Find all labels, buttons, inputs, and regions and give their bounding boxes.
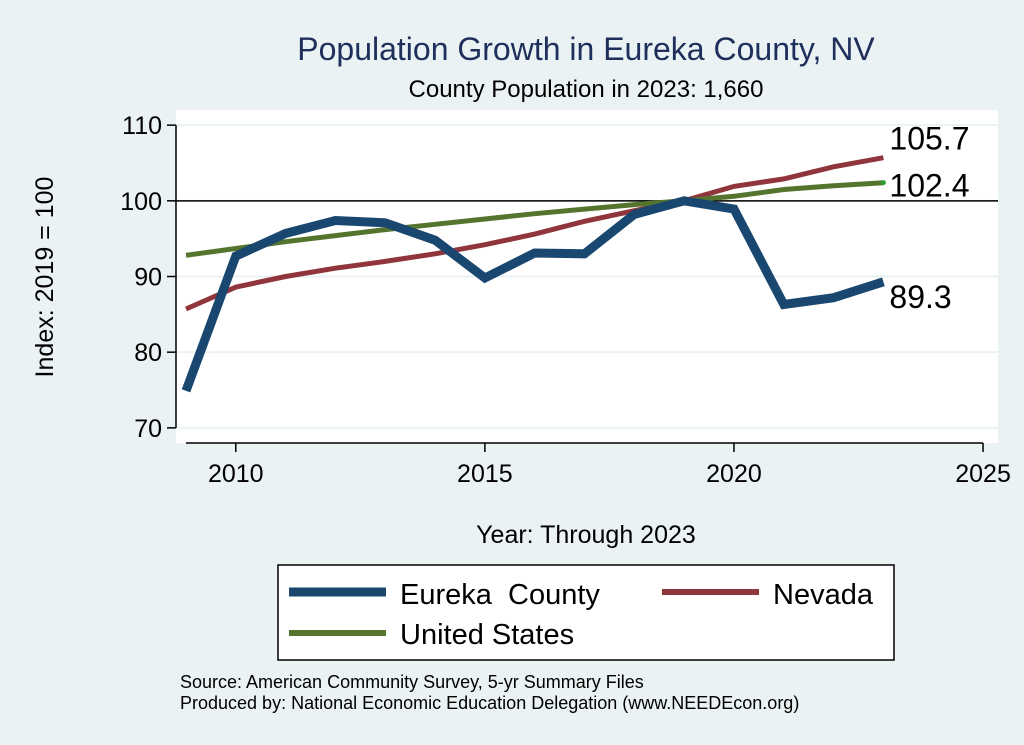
legend: Eureka County Nevada United States <box>277 564 895 661</box>
y-tick-label-90: 90 <box>134 264 162 292</box>
series-line-eureka <box>181 196 885 393</box>
y-axis-label: Index: 2019 = 100 <box>31 177 59 378</box>
y-tick-label-110: 110 <box>122 112 162 140</box>
legend-label-nevada: Nevada <box>773 579 874 611</box>
legend-label-us: United States <box>400 619 574 651</box>
end-label-nevada: 105.7 <box>889 121 969 157</box>
chart-title: Population Growth in Eureka County, NV <box>297 31 875 67</box>
legend-label-eureka: Eureka County <box>400 579 600 611</box>
x-tick-label-2010: 2010 <box>208 460 264 488</box>
producer-note: Produced by: National Economic Education… <box>180 693 799 713</box>
chart-subtitle: County Population in 2023: 1,660 <box>409 76 764 103</box>
legend-box <box>277 564 895 661</box>
source-note: Source: American Community Survey, 5-yr … <box>180 672 644 692</box>
x-tick-label-2025: 2025 <box>955 460 1011 488</box>
end-label-eureka: 89.3 <box>889 279 951 315</box>
end-labels: 89.3 105.7 102.4 <box>889 121 969 315</box>
series-line-us <box>185 180 884 258</box>
end-label-us: 102.4 <box>889 168 969 204</box>
y-tick-label-70: 70 <box>134 415 162 443</box>
y-tick-label-80: 80 <box>134 339 162 367</box>
data-point-us-2023 <box>880 180 886 186</box>
series-line-nevada <box>184 155 884 312</box>
y-tick-label-100: 100 <box>120 188 162 216</box>
series-lines <box>181 155 886 393</box>
x-tick-label-2020: 2020 <box>706 460 762 488</box>
x-axis-label: Year: Through 2023 <box>476 521 696 549</box>
axes: 70 80 90 100 110 2010 2015 2020 2025 <box>120 112 1011 488</box>
x-tick-label-2015: 2015 <box>457 460 513 488</box>
